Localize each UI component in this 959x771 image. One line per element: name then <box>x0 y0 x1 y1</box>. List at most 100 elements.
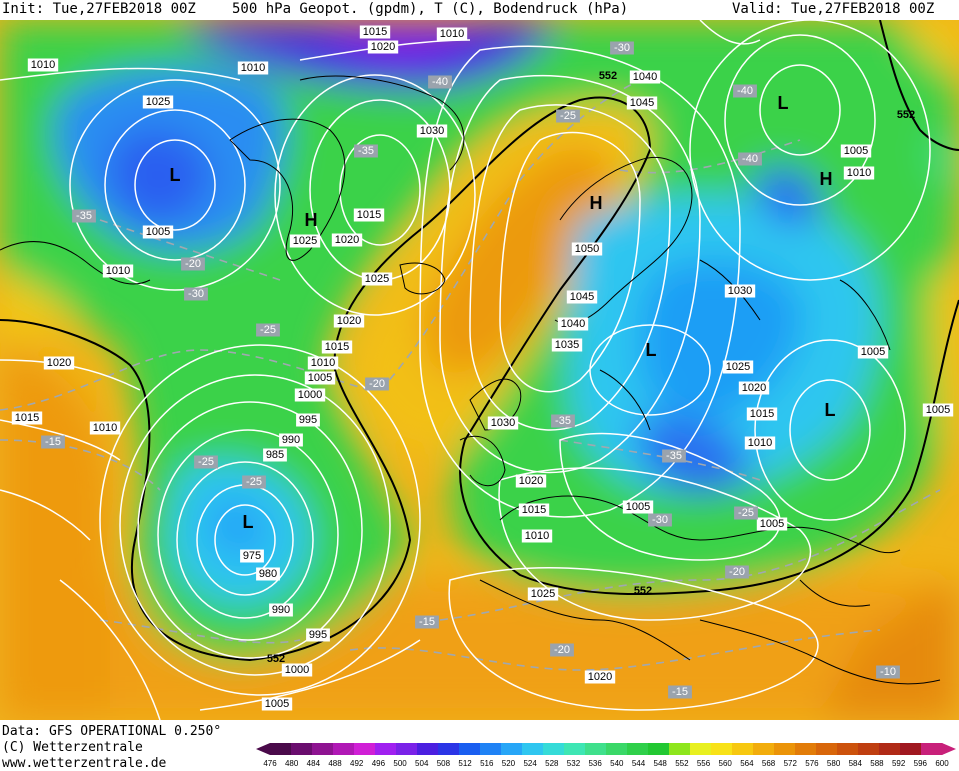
colorbar-tick-label: 516 <box>480 759 494 768</box>
isotherm-label: -25 <box>734 506 758 520</box>
valid-time: Valid: Tue,27FEB2018 00Z <box>732 1 935 17</box>
colorbar-tick-label: 568 <box>762 759 776 768</box>
svg-text:L: L <box>778 93 789 113</box>
svg-text:-35: -35 <box>666 450 682 462</box>
colorbar-swatch <box>501 743 523 755</box>
svg-text:1025: 1025 <box>726 361 750 373</box>
colorbar-tick-label: 476 <box>263 759 277 768</box>
svg-text:1005: 1005 <box>146 226 170 238</box>
isotherm-label: -35 <box>72 209 96 223</box>
isobar-label: 1025 <box>289 234 321 248</box>
svg-text:552: 552 <box>267 653 285 665</box>
svg-text:-35: -35 <box>76 210 92 222</box>
isobar-label: 1005 <box>622 500 654 514</box>
copyright: (C) Wetterzentrale <box>2 740 143 755</box>
colorbar-tick-label: 496 <box>372 759 386 768</box>
svg-text:552: 552 <box>599 70 617 82</box>
isotherm-label: -15 <box>668 685 692 699</box>
colorbar-swatch <box>648 743 670 755</box>
colorbar-swatch <box>585 743 607 755</box>
svg-text:1050: 1050 <box>575 243 599 255</box>
colorbar-tick-label: 560 <box>719 759 733 768</box>
svg-text:1010: 1010 <box>31 59 55 71</box>
data-source: Data: GFS OPERATIONAL 0.250° <box>2 724 222 739</box>
svg-text:1010: 1010 <box>311 357 335 369</box>
isobar-label: 990 <box>279 433 303 447</box>
colorbar-left-arrow <box>256 743 270 755</box>
colorbar-tick-label: 580 <box>827 759 841 768</box>
isotherm-label: -25 <box>242 475 266 489</box>
colorbar-swatch <box>711 743 733 755</box>
temperature-labels: -30 -40 -25 -35 -40 -20 -40 -35 -30 -25 -35 -20 -15 -… <box>41 41 900 699</box>
weather-map: 1015 1020 1010 1010 1010 1025 1040 1045 1030 1010… <box>0 20 959 720</box>
low-pressure-center: L <box>243 512 254 532</box>
svg-text:990: 990 <box>272 604 290 616</box>
colorbar-swatch <box>627 743 649 755</box>
svg-text:1015: 1015 <box>15 412 39 424</box>
colorbar-swatch <box>732 743 754 755</box>
isobar-label: 1005 <box>142 225 174 239</box>
pressure-centers: L H H L H L L L <box>170 93 836 532</box>
colorbar-swatch <box>312 743 334 755</box>
svg-text:1020: 1020 <box>588 671 612 683</box>
isotherm-label: -20 <box>365 377 389 391</box>
svg-text:1010: 1010 <box>748 437 772 449</box>
isotherm-label: -40 <box>428 75 452 89</box>
isobar-label: 1010 <box>237 61 269 75</box>
isotherm-label: -30 <box>648 513 672 527</box>
svg-text:1020: 1020 <box>371 41 395 53</box>
svg-text:1005: 1005 <box>861 346 885 358</box>
isobar-lines <box>0 20 931 720</box>
svg-text:1030: 1030 <box>728 285 752 297</box>
colorbar-swatch <box>837 743 859 755</box>
svg-text:1020: 1020 <box>519 475 543 487</box>
colorbar-swatch <box>270 743 292 755</box>
svg-text:-25: -25 <box>738 507 754 519</box>
isobar-label: 1015 <box>359 25 391 39</box>
svg-text:1015: 1015 <box>325 341 349 353</box>
isotherm-label: -40 <box>733 84 757 98</box>
isobar-label: 1010 <box>307 356 339 370</box>
svg-text:1015: 1015 <box>522 504 546 516</box>
isobar-label: 1025 <box>142 95 174 109</box>
isobar-label: 1000 <box>294 388 326 402</box>
isobar-label: 1040 <box>557 317 589 331</box>
colorbar-swatch <box>795 743 817 755</box>
colorbar-swatch <box>333 743 355 755</box>
svg-text:-10: -10 <box>880 666 896 678</box>
colorbar-tick-label: 504 <box>415 759 429 768</box>
svg-text:1020: 1020 <box>742 382 766 394</box>
colorbar-swatch <box>459 743 481 755</box>
isobar-label: 1030 <box>724 284 756 298</box>
colorbar-swatch <box>690 743 712 755</box>
website-link[interactable]: www.wetterzentrale.de <box>2 756 167 771</box>
isotherm-label: -30 <box>610 41 634 55</box>
low-pressure-center: L <box>170 165 181 185</box>
colorbar-tick-label: 532 <box>567 759 581 768</box>
svg-text:1015: 1015 <box>357 209 381 221</box>
svg-text:-25: -25 <box>198 456 214 468</box>
isobar-label: 1005 <box>261 697 293 711</box>
svg-text:1020: 1020 <box>47 357 71 369</box>
isobar-label: 1015 <box>518 503 550 517</box>
isobar-label: 1020 <box>43 356 75 370</box>
svg-text:995: 995 <box>309 629 327 641</box>
svg-text:H: H <box>820 169 833 189</box>
svg-text:1005: 1005 <box>626 501 650 513</box>
isotherm-label: -35 <box>551 414 575 428</box>
isobar-label: 975 <box>240 549 264 563</box>
colorbar-tick-label: 524 <box>523 759 537 768</box>
isobar-label: 1025 <box>527 587 559 601</box>
colorbar-tick-label: 544 <box>632 759 646 768</box>
svg-text:1000: 1000 <box>285 664 309 676</box>
isobar-label: 1005 <box>840 144 872 158</box>
isotherm-label: -15 <box>415 615 439 629</box>
low-pressure-center: L <box>825 400 836 420</box>
colorbar-swatch <box>606 743 628 755</box>
svg-text:1000: 1000 <box>298 389 322 401</box>
svg-text:552: 552 <box>897 109 915 121</box>
high-pressure-center: H <box>590 193 603 213</box>
colorbar-swatch <box>354 743 376 755</box>
isobar-label: 995 <box>306 628 330 642</box>
map-header: Init: Tue,27FEB2018 00Z 500 hPa Geopot. … <box>0 0 959 20</box>
